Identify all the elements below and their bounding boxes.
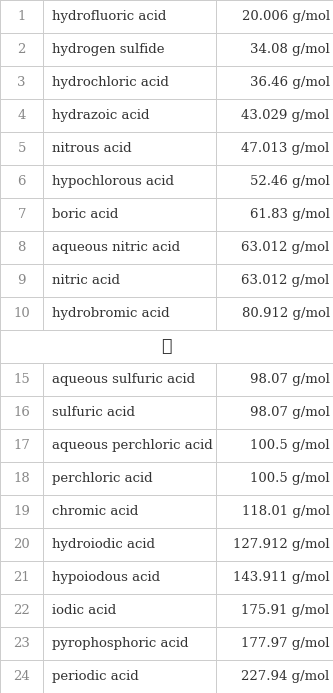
Text: 9: 9 — [17, 274, 26, 287]
Text: 127.912 g/mol: 127.912 g/mol — [233, 538, 330, 551]
Text: 177.97 g/mol: 177.97 g/mol — [241, 637, 330, 650]
Text: 6: 6 — [17, 175, 26, 188]
Text: hydrobromic acid: hydrobromic acid — [52, 307, 169, 320]
Text: 227.94 g/mol: 227.94 g/mol — [241, 670, 330, 683]
Text: 20.006 g/mol: 20.006 g/mol — [241, 10, 330, 23]
Text: 21: 21 — [13, 571, 30, 584]
Text: 100.5 g/mol: 100.5 g/mol — [250, 472, 330, 485]
Text: nitric acid: nitric acid — [52, 274, 120, 287]
Text: 175.91 g/mol: 175.91 g/mol — [241, 604, 330, 617]
Text: 34.08 g/mol: 34.08 g/mol — [250, 43, 330, 56]
Text: perchloric acid: perchloric acid — [52, 472, 152, 485]
Text: 118.01 g/mol: 118.01 g/mol — [242, 505, 330, 518]
Text: 52.46 g/mol: 52.46 g/mol — [250, 175, 330, 188]
Text: 16: 16 — [13, 406, 30, 419]
Text: 4: 4 — [17, 109, 26, 122]
Text: iodic acid: iodic acid — [52, 604, 116, 617]
Text: 43.029 g/mol: 43.029 g/mol — [241, 109, 330, 122]
Text: 80.912 g/mol: 80.912 g/mol — [241, 307, 330, 320]
Text: hydrochloric acid: hydrochloric acid — [52, 76, 168, 89]
Text: 22: 22 — [13, 604, 30, 617]
Text: 20: 20 — [13, 538, 30, 551]
Text: boric acid: boric acid — [52, 208, 118, 221]
Text: aqueous nitric acid: aqueous nitric acid — [52, 241, 180, 254]
Text: 47.013 g/mol: 47.013 g/mol — [241, 142, 330, 155]
Text: 19: 19 — [13, 505, 30, 518]
Text: hypochlorous acid: hypochlorous acid — [52, 175, 173, 188]
Text: 143.911 g/mol: 143.911 g/mol — [233, 571, 330, 584]
Text: periodic acid: periodic acid — [52, 670, 139, 683]
Text: aqueous sulfuric acid: aqueous sulfuric acid — [52, 373, 195, 386]
Text: pyrophosphoric acid: pyrophosphoric acid — [52, 637, 188, 650]
Text: 63.012 g/mol: 63.012 g/mol — [241, 241, 330, 254]
Text: 1: 1 — [17, 10, 26, 23]
Text: 3: 3 — [17, 76, 26, 89]
Text: 18: 18 — [13, 472, 30, 485]
Text: 36.46 g/mol: 36.46 g/mol — [250, 76, 330, 89]
Text: hydrofluoric acid: hydrofluoric acid — [52, 10, 166, 23]
Text: hydrazoic acid: hydrazoic acid — [52, 109, 149, 122]
Text: 10: 10 — [13, 307, 30, 320]
Text: 24: 24 — [13, 670, 30, 683]
Text: 17: 17 — [13, 439, 30, 452]
Text: hypoiodous acid: hypoiodous acid — [52, 571, 160, 584]
Text: 15: 15 — [13, 373, 30, 386]
Text: 100.5 g/mol: 100.5 g/mol — [250, 439, 330, 452]
Text: 2: 2 — [17, 43, 26, 56]
Text: hydrogen sulfide: hydrogen sulfide — [52, 43, 164, 56]
Text: 98.07 g/mol: 98.07 g/mol — [250, 373, 330, 386]
Text: nitrous acid: nitrous acid — [52, 142, 131, 155]
Text: aqueous perchloric acid: aqueous perchloric acid — [52, 439, 212, 452]
Text: 98.07 g/mol: 98.07 g/mol — [250, 406, 330, 419]
Text: 7: 7 — [17, 208, 26, 221]
Text: 8: 8 — [17, 241, 26, 254]
Text: 63.012 g/mol: 63.012 g/mol — [241, 274, 330, 287]
Text: ⋮: ⋮ — [161, 338, 172, 355]
Text: hydroiodic acid: hydroiodic acid — [52, 538, 155, 551]
Text: 5: 5 — [17, 142, 26, 155]
Text: sulfuric acid: sulfuric acid — [52, 406, 135, 419]
Text: chromic acid: chromic acid — [52, 505, 138, 518]
Text: 23: 23 — [13, 637, 30, 650]
Text: 61.83 g/mol: 61.83 g/mol — [250, 208, 330, 221]
